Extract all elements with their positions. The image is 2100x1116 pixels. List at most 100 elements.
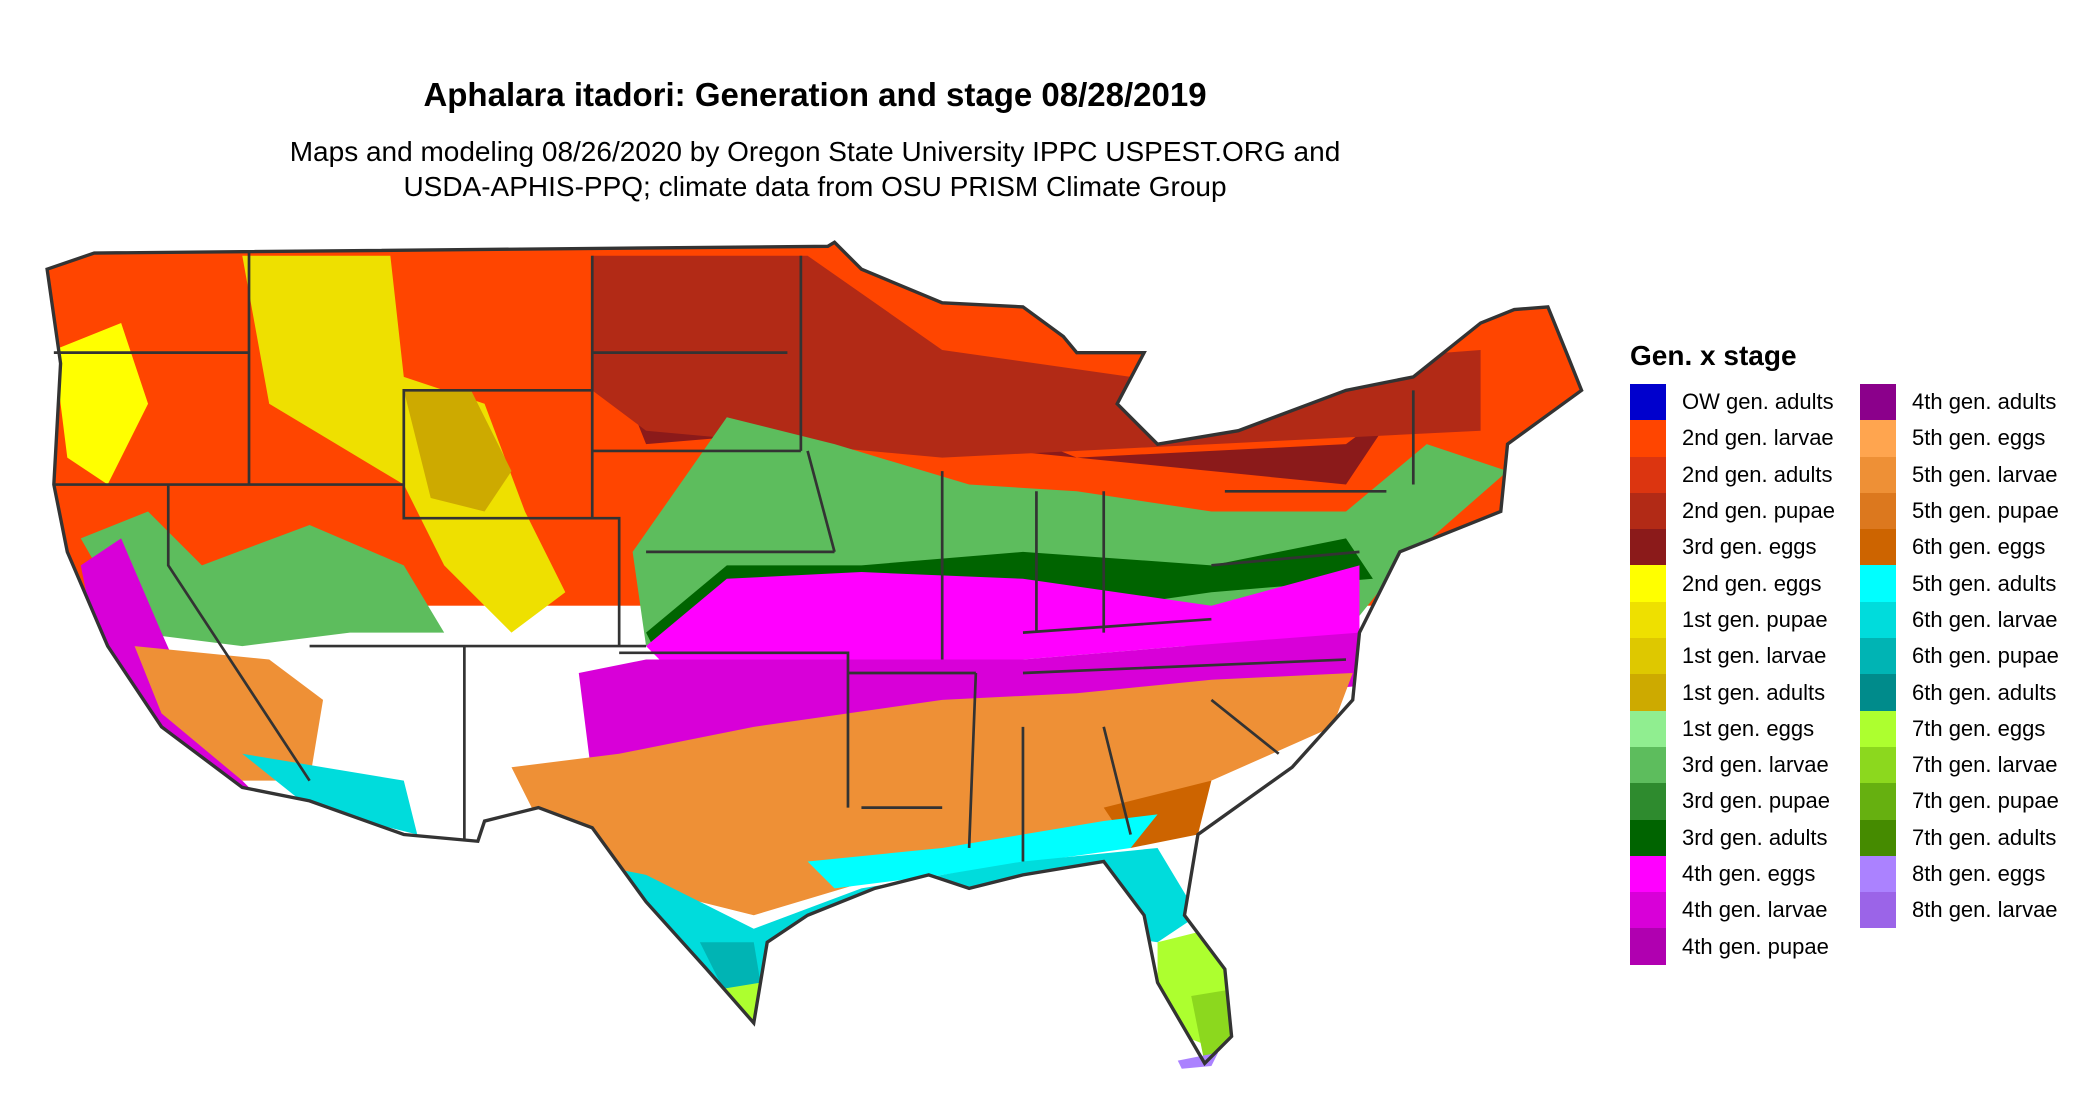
subtitle-line-2: USDA-APHIS-PPQ; climate data from OSU PR…: [403, 171, 1227, 202]
legend-item: 8th gen. larvae: [1860, 892, 2090, 929]
legend-item: 2nd gen. larvae: [1630, 420, 1860, 457]
legend-swatch: [1630, 855, 1666, 893]
legend-label: 4th gen. larvae: [1682, 897, 1828, 923]
legend-swatch: [1630, 492, 1666, 530]
map-title: Aphalara itadori: Generation and stage 0…: [423, 76, 1207, 113]
legend-item: 7th gen. eggs: [1860, 710, 2090, 747]
legend-swatch: [1630, 746, 1666, 784]
legend-label: 2nd gen. adults: [1682, 461, 1833, 487]
legend-label: 6th gen. larvae: [1912, 606, 2058, 632]
legend-swatch: [1860, 674, 1896, 711]
legend-label: 1st gen. eggs: [1682, 715, 1815, 741]
legend-item: 7th gen. larvae: [1860, 746, 2090, 784]
legend-label: 5th gen. pupae: [1912, 498, 2059, 524]
legend-item: 6th gen. larvae: [1860, 601, 2090, 639]
legend-item: 2nd gen. eggs: [1630, 565, 1860, 602]
legend-label: 6th gen. pupae: [1912, 643, 2059, 669]
legend-column-2: 4th gen. adults 5th gen. eggs 5th gen. lar…: [1860, 384, 2090, 965]
legend-item: 3rd gen. adults: [1630, 819, 1860, 856]
legend-item: 6th gen. pupae: [1860, 638, 2090, 675]
subtitle-line-1: Maps and modeling 08/26/2020 by Oregon S…: [289, 136, 1341, 167]
legend-swatch: [1860, 892, 1896, 929]
legend-swatch: [1860, 492, 1896, 530]
legend-swatch: [1630, 384, 1666, 421]
legend-item: 4th gen. eggs: [1630, 855, 1860, 893]
legend-swatch: [1860, 420, 1896, 457]
legend-item: 1st gen. adults: [1630, 674, 1860, 711]
legend-swatch: [1860, 638, 1896, 675]
legend-swatch: [1630, 783, 1666, 820]
legend-label: 6th gen. adults: [1912, 679, 2057, 705]
region-2nd-gen-eggs-west: [53, 323, 149, 485]
region-8th-gen-eggs-keys: [1177, 1052, 1219, 1069]
legend-label: 3rd gen. adults: [1682, 824, 1828, 850]
legend-label: 7th gen. adults: [1912, 824, 2057, 850]
region-7th-gen-eggs-texas: [720, 982, 774, 1030]
legend-item: 8th gen. eggs: [1860, 855, 2090, 893]
legend-label: 3rd gen. eggs: [1682, 534, 1817, 560]
legend-swatch: [1860, 601, 1896, 639]
legend-item: OW gen. adults: [1630, 384, 1860, 421]
legend-item: 3rd gen. larvae: [1630, 746, 1860, 784]
legend-swatch: [1630, 674, 1666, 711]
map-subtitle: Maps and modeling 08/26/2020 by Oregon S…: [0, 134, 1630, 204]
legend-column-1: OW gen. adults 2nd gen. larvae 2nd gen. ad…: [1630, 384, 1860, 965]
legend-label: 7th gen. pupae: [1912, 788, 2059, 814]
region-5th-gen-adults: [807, 814, 1158, 889]
legend-item: 5th gen. adults: [1860, 565, 2090, 602]
legend-label: 4th gen. pupae: [1682, 933, 1829, 959]
legend-item: 6th gen. adults: [1860, 674, 2090, 711]
legend-label: OW gen. adults: [1682, 389, 1834, 415]
region-4th-gen-eggs: [646, 565, 1360, 673]
legend-swatch: [1630, 710, 1666, 747]
legend-swatch: [1860, 384, 1896, 421]
state-borders: [53, 253, 1415, 862]
legend-label: 1st gen. larvae: [1682, 643, 1827, 669]
legend-swatch: [1630, 529, 1666, 566]
region-6th-gen-larvae-west: [242, 753, 418, 835]
region-5th-gen-larvae: [511, 673, 1353, 916]
legend-label: 6th gen. eggs: [1912, 534, 2046, 560]
legend-label: 1st gen. pupae: [1682, 606, 1828, 632]
legend-item: 2nd gen. adults: [1630, 456, 1860, 493]
legend-swatch: [1630, 638, 1666, 675]
legend-label: 5th gen. eggs: [1912, 425, 2046, 451]
legend: Gen. x stage OW gen. adults 2nd gen. larv…: [1630, 340, 2090, 965]
legend-label: 2nd gen. pupae: [1682, 498, 1835, 524]
legend-item: 3rd gen. pupae: [1630, 783, 1860, 820]
legend-swatch: [1860, 783, 1896, 820]
legend-swatch: [1630, 456, 1666, 493]
legend-swatch: [1630, 565, 1666, 602]
legend-label: 5th gen. larvae: [1912, 461, 2058, 487]
legend-label: 4th gen. eggs: [1682, 861, 1816, 886]
legend-swatch: [1630, 420, 1666, 457]
legend-item: 1st gen. eggs: [1630, 710, 1860, 747]
legend-label: 8th gen. eggs: [1912, 861, 2046, 886]
legend-item: 5th gen. larvae: [1860, 456, 2090, 493]
legend-label: 2nd gen. larvae: [1682, 425, 1834, 451]
legend-swatch: [1860, 819, 1896, 856]
legend-item: 1st gen. pupae: [1630, 601, 1860, 639]
region-1st-gen-adults-west: [403, 390, 512, 512]
legend-swatch: [1630, 892, 1666, 929]
legend-item: 4th gen. pupae: [1630, 928, 1860, 965]
legend-label: 3rd gen. pupae: [1682, 788, 1831, 814]
legend-item: 4th gen. adults: [1860, 384, 2090, 421]
legend-label: 7th gen. eggs: [1912, 715, 2046, 741]
region-5th-gen-larvae-west: [134, 646, 324, 781]
legend-swatch: [1630, 601, 1666, 639]
legend-item: 5th gen. pupae: [1860, 492, 2090, 530]
legend-swatch: [1860, 565, 1896, 602]
legend-swatch: [1630, 928, 1666, 965]
legend-label: 2nd gen. eggs: [1682, 570, 1822, 596]
legend-item: 3rd gen. eggs: [1630, 529, 1860, 566]
legend-item: 6th gen. eggs: [1860, 529, 2090, 566]
legend-title: Gen. x stage: [1630, 340, 1797, 371]
legend-item: 7th gen. adults: [1860, 819, 2090, 856]
legend-item: 4th gen. larvae: [1630, 892, 1860, 929]
legend-label: 4th gen. adults: [1912, 389, 2057, 415]
legend-label: 3rd gen. larvae: [1682, 752, 1829, 778]
legend-label: 8th gen. larvae: [1912, 897, 2058, 923]
region-3rd-gen-larvae-west: [80, 511, 445, 647]
